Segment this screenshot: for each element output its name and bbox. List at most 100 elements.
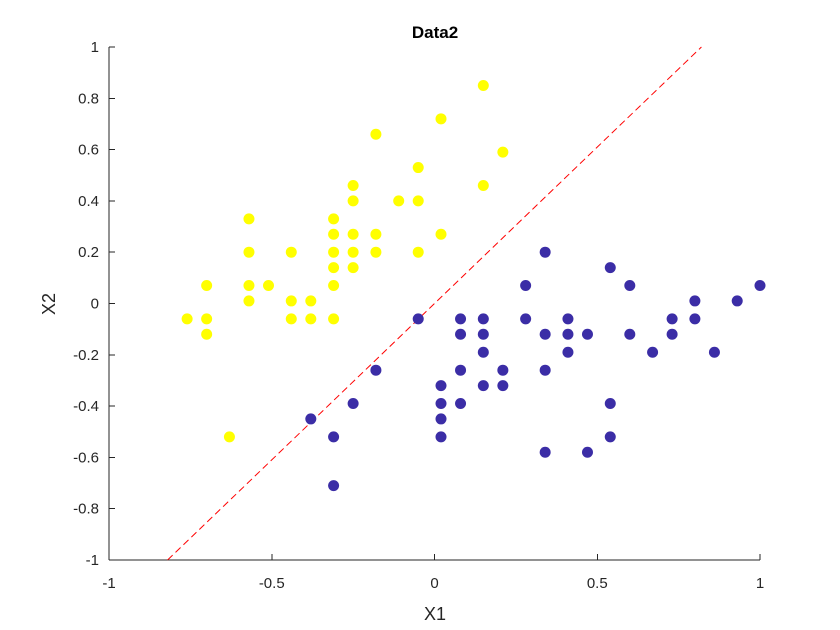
data-point-class-1	[412, 246, 424, 258]
x-tick-label: -1	[102, 575, 115, 592]
y-tick-label: -0.4	[73, 398, 99, 415]
data-point-class-2	[412, 313, 424, 325]
data-point-class-1	[243, 280, 255, 292]
y-tick-label: -1	[86, 552, 99, 569]
data-point-class-1	[243, 213, 255, 225]
data-point-class-1	[243, 246, 255, 258]
data-point-class-2	[666, 313, 678, 325]
y-tick-label: 0	[91, 296, 99, 313]
y-axis-label: X2	[39, 293, 59, 315]
data-point-class-1	[285, 295, 297, 307]
data-point-class-1	[285, 246, 297, 258]
data-point-class-2	[435, 413, 447, 425]
data-points	[181, 79, 766, 492]
data-point-class-1	[393, 195, 405, 207]
data-point-class-2	[435, 431, 447, 443]
data-point-class-2	[328, 480, 340, 492]
data-point-class-1	[347, 180, 359, 192]
data-point-class-2	[647, 346, 659, 358]
x-tick-label: 0	[430, 575, 438, 592]
data-point-class-2	[477, 313, 489, 325]
y-tick-label: 0.4	[78, 193, 99, 210]
y-tick-label: 0.8	[78, 90, 99, 107]
data-point-class-2	[708, 346, 720, 358]
data-point-class-1	[370, 228, 382, 240]
data-point-class-1	[370, 128, 382, 140]
data-point-class-1	[201, 313, 213, 325]
data-point-class-1	[347, 262, 359, 274]
data-point-class-1	[201, 280, 213, 292]
data-point-class-2	[477, 380, 489, 392]
y-tick-label: 0.2	[78, 244, 99, 261]
data-point-class-2	[666, 328, 678, 340]
data-point-class-1	[347, 195, 359, 207]
data-point-class-2	[455, 313, 467, 325]
data-point-class-1	[435, 228, 447, 240]
axis-ticks: -1 -0.5 0 0.5 1 -1 -0.8 -0.6 -0.4 -0.2 0 0.2 0.4 0.6 0…	[73, 39, 764, 592]
data-point-class-2	[520, 313, 532, 325]
data-point-class-2	[305, 413, 317, 425]
data-point-class-1	[497, 146, 509, 158]
data-point-class-2	[604, 398, 616, 410]
data-point-class-2	[520, 280, 532, 292]
data-point-class-1	[435, 113, 447, 125]
data-point-class-2	[539, 246, 551, 258]
data-point-class-1	[328, 262, 340, 274]
data-point-class-2	[581, 328, 593, 340]
data-point-class-1	[243, 295, 255, 307]
data-point-class-2	[689, 313, 701, 325]
data-point-class-2	[435, 380, 447, 392]
data-point-class-2	[455, 364, 467, 376]
boundary-line	[167, 46, 702, 561]
data-point-class-1	[370, 246, 382, 258]
y-tick-label: -0.6	[73, 449, 99, 466]
data-point-class-2	[689, 295, 701, 307]
chart-title: Data2	[412, 23, 458, 42]
data-point-class-2	[477, 328, 489, 340]
data-point-class-2	[624, 280, 636, 292]
data-point-class-1	[223, 431, 235, 443]
data-point-class-2	[754, 280, 766, 292]
data-point-class-1	[412, 195, 424, 207]
data-point-class-2	[477, 346, 489, 358]
data-point-class-1	[477, 180, 489, 192]
data-point-class-2	[497, 364, 509, 376]
data-point-class-2	[562, 346, 574, 358]
data-point-class-1	[412, 162, 424, 174]
data-point-class-1	[477, 79, 489, 91]
y-tick-label: 1	[91, 39, 99, 56]
data-point-class-1	[262, 280, 274, 292]
y-tick-label: -0.2	[73, 347, 99, 364]
x-axis-label: X1	[424, 604, 446, 624]
y-tick-label: -0.8	[73, 501, 99, 518]
data-point-class-2	[562, 313, 574, 325]
x-tick-label: 0.5	[587, 575, 608, 592]
data-point-class-2	[731, 295, 743, 307]
data-point-class-1	[328, 280, 340, 292]
data-point-class-2	[347, 398, 359, 410]
x-tick-label: 1	[756, 575, 764, 592]
decision-boundary	[167, 46, 702, 561]
data-point-class-1	[328, 313, 340, 325]
data-point-class-2	[604, 262, 616, 274]
data-point-class-2	[604, 431, 616, 443]
data-point-class-2	[539, 364, 551, 376]
data-point-class-2	[562, 328, 574, 340]
data-point-class-1	[347, 246, 359, 258]
data-point-class-2	[624, 328, 636, 340]
data-point-class-2	[455, 328, 467, 340]
data-point-class-2	[328, 431, 340, 443]
data-point-class-1	[328, 246, 340, 258]
data-point-class-2	[370, 364, 382, 376]
data-point-class-2	[539, 446, 551, 458]
data-point-class-1	[181, 313, 193, 325]
data-point-class-1	[305, 295, 317, 307]
data-point-class-2	[435, 398, 447, 410]
y-tick-label: 0.6	[78, 142, 99, 159]
data-point-class-1	[305, 313, 317, 325]
data-point-class-2	[539, 328, 551, 340]
data-point-class-2	[455, 398, 467, 410]
data-point-class-1	[328, 228, 340, 240]
data-point-class-1	[328, 213, 340, 225]
